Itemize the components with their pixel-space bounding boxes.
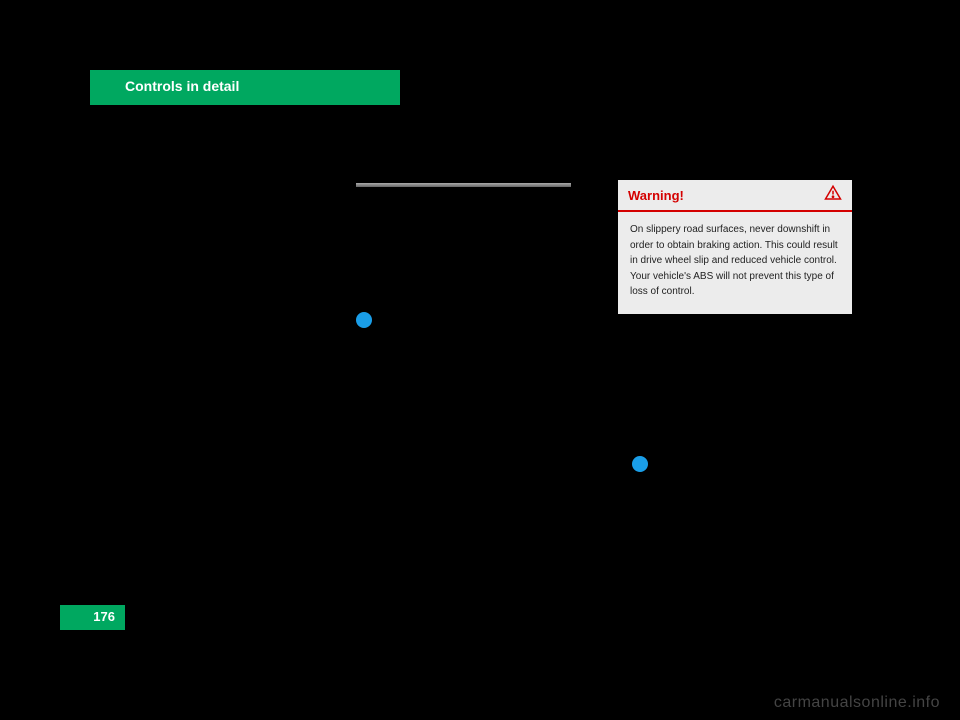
header-black-stub — [60, 70, 90, 105]
header-tab: Controls in detail — [90, 70, 400, 105]
warning-header: Warning! — [618, 180, 852, 212]
warning-triangle-icon — [824, 184, 842, 207]
warning-title: Warning! — [628, 188, 684, 203]
page-number-tab: 176 — [60, 605, 125, 630]
watermark-text: carmanualsonline.info — [774, 694, 940, 712]
warning-box: Warning! On slippery road surfaces, neve… — [618, 180, 852, 314]
page-number: 176 — [93, 609, 115, 624]
section-divider — [356, 183, 571, 187]
page-container: Controls in detail Warning! On slippery … — [60, 50, 900, 680]
warning-body-text: On slippery road surfaces, never downshi… — [618, 212, 852, 314]
info-dot-icon — [632, 456, 648, 472]
header-tab-label: Controls in detail — [125, 78, 239, 94]
info-dot-icon — [356, 312, 372, 328]
